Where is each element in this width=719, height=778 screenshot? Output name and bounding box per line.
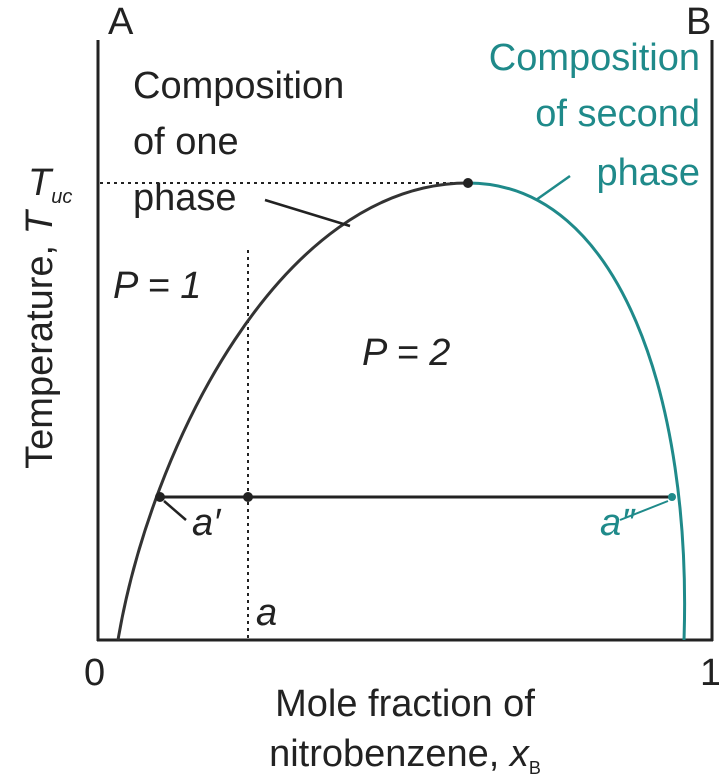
text: nitrobenzene, (269, 733, 510, 775)
label-one-phase: of one (133, 121, 239, 163)
label-second-phase: of second (535, 93, 700, 135)
point (155, 492, 165, 502)
point (243, 492, 253, 502)
leader (264, 198, 351, 228)
leader (619, 500, 669, 521)
label-p2: P = 2 (362, 332, 450, 374)
label-a-prime: a′ (192, 502, 222, 544)
leader (535, 174, 571, 202)
label-b-corner: B (686, 1, 711, 43)
label-a: a (256, 592, 277, 634)
label-p1: P = 1 (113, 265, 201, 307)
label-a-double-prime: a″ (600, 502, 636, 544)
text: Temperature, (19, 234, 61, 468)
label-one-phase: Composition (133, 65, 344, 107)
symbol: T (28, 162, 54, 204)
label-tuc: Tuc (28, 162, 72, 208)
point (463, 178, 473, 188)
symbol: T (19, 208, 61, 234)
leader (163, 500, 187, 521)
y-axis-label: Temperature, T (19, 208, 61, 468)
x-end: 1 (700, 652, 719, 694)
subscript: uc (51, 186, 72, 208)
label-a-corner: A (108, 1, 134, 43)
x-start: 0 (84, 652, 105, 694)
curve-second-phase (467, 181, 687, 641)
curve-one-phase (116, 181, 469, 641)
label-second-phase: phase (596, 152, 700, 194)
label-one-phase: phase (133, 177, 237, 219)
x-axis-label: nitrobenzene, xB (269, 733, 541, 778)
subscript: B (529, 758, 541, 778)
point (668, 493, 676, 501)
symbol: x (508, 733, 531, 775)
label-second-phase: Composition (489, 37, 700, 79)
x-axis-label: Mole fraction of (275, 683, 535, 725)
